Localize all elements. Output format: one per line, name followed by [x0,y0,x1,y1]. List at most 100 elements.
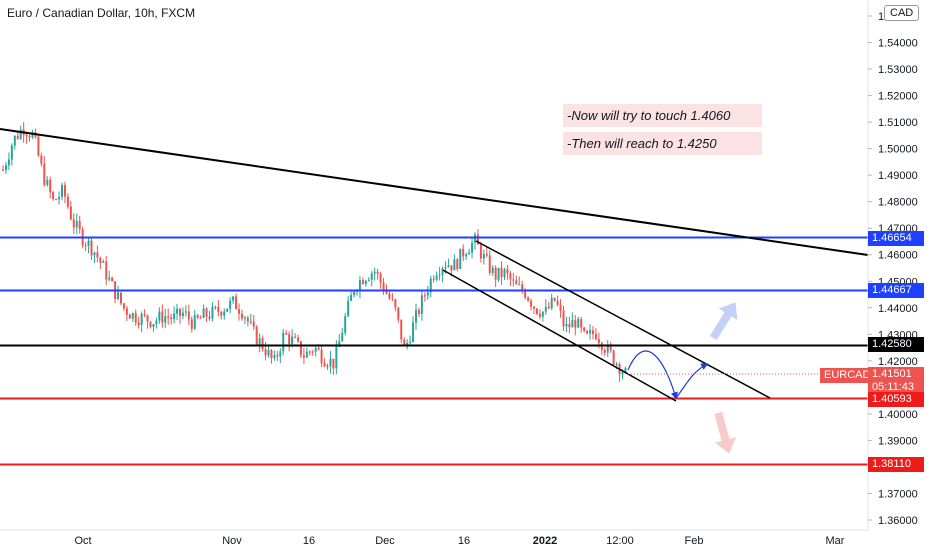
candle-body [223,311,226,316]
candle-body [479,244,482,259]
candle-body [134,313,137,323]
candle-body [117,292,120,299]
candle-body [494,267,497,280]
candle-body [279,351,282,357]
candle-body [291,336,294,345]
candle-body [267,350,270,356]
candle-body [105,261,108,280]
candle-body [261,338,264,350]
candle-body [382,282,385,292]
candle-body [574,320,577,328]
candle-body [25,135,28,137]
level-tag-3: 1.42580 [868,337,924,352]
candle-body [232,296,235,301]
candle-body [208,316,211,319]
candle-body [302,355,305,358]
candle-body [606,344,609,353]
candle-body [55,199,58,201]
candle-body [305,351,308,358]
candle-body [394,299,397,308]
currency-badge[interactable]: CAD [884,5,920,21]
candle-body [240,313,243,319]
candle-body [453,259,456,271]
candle-body [565,324,568,327]
candle-body [49,179,52,193]
x-tick-label: 16 [303,535,315,547]
candle-body [597,339,600,344]
candle-body [332,358,335,369]
candle-body [164,316,167,323]
candle-body [61,185,63,197]
candle-body [170,317,173,320]
candle-body [143,314,146,316]
y-tick-label: 1.46000 [878,250,918,262]
candle-body [329,358,332,367]
note-reach-level: -Then will reach to 1.4250 [563,132,762,155]
level-tag-2: 1.44667 [868,283,924,298]
candle-body [13,135,16,146]
candle-body [459,248,462,270]
candle-body [308,351,311,353]
y-tick-label: 1.36000 [878,515,918,527]
candle-body [364,280,367,285]
candle-body [258,338,261,345]
candle-body [140,314,143,325]
last-price-value: 1.41501 [872,368,912,380]
candle-body [341,332,344,342]
candle-body [485,253,488,256]
candle-body [58,196,61,200]
candle-body [75,220,78,228]
candle-body [37,136,40,156]
candle-body [297,337,299,342]
candle-body [149,321,152,327]
candle-body [379,273,382,283]
candle-body [193,315,196,329]
candle-body [155,320,158,325]
candle-body [438,274,441,276]
candle-body [16,135,19,139]
candle-body [99,257,102,263]
candle-body [108,277,111,280]
candle-body [288,334,291,345]
candle-body [527,297,530,301]
candle-body [468,252,471,255]
candle-body [7,159,10,166]
candle-body [137,322,140,325]
candle-body [621,372,624,375]
candle-body [476,234,479,245]
x-tick-label: Feb [685,535,704,547]
candle-body [376,271,379,274]
candle-body [385,291,388,294]
candle-body [373,271,376,274]
drawings [0,128,869,454]
candle-body [10,145,13,160]
candle-body [63,185,66,197]
x-axis: Oct Nov 16 Dec 16 2022 12:00 Feb Mar [0,529,868,547]
y-tick-label: 1.53000 [878,64,918,76]
y-tick-label: 1.49000 [878,170,918,182]
last-price-tag: 1.41501 05:11:43 [868,367,924,395]
candle-body [320,349,323,364]
x-tick-label: Nov [222,535,242,547]
candle-body [388,293,391,299]
candle-body [344,316,347,333]
note-touch-level: -Now will try to touch 1.4060 [563,104,762,127]
candle-body [125,308,128,315]
y-tick-label: 1.40000 [878,409,918,421]
candle-body [450,265,453,271]
candle-body [317,348,320,350]
candle-body [367,279,370,281]
candle-body [294,336,297,338]
candle-body [521,284,524,291]
candle-body [246,317,249,322]
candle-body [553,297,556,301]
candle-body [361,280,364,285]
candle-body [589,330,592,334]
candle-body [87,240,90,246]
candle-body [243,317,246,319]
candle-body [252,321,255,327]
y-tick-label: 1.42000 [878,356,918,368]
candle-body [417,309,420,314]
candle-body [406,342,409,346]
